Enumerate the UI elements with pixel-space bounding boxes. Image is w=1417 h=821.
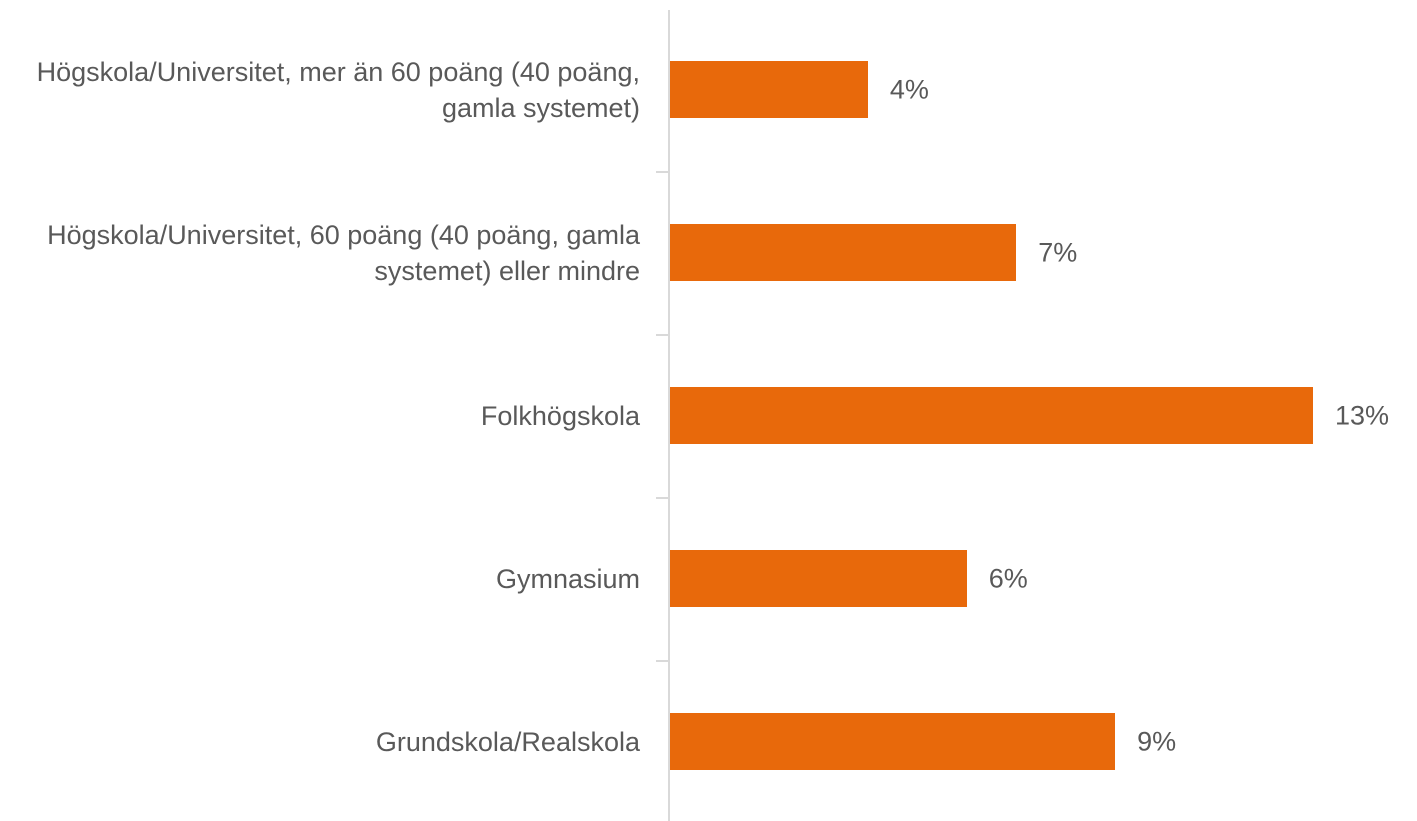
bar [670,550,967,607]
category-label: Högskola/Universitet, mer än 60 poäng (4… [36,56,640,123]
category-tick [656,660,669,662]
category-label: Folkhögskola [480,400,640,431]
value-label: 4% [889,74,929,104]
category-label: Högskola/Universitet, 60 poäng (40 poäng… [47,219,640,286]
value-label: 13% [1335,400,1390,430]
value-label: 7% [1038,237,1078,267]
category-tick [656,334,669,336]
category-axis [668,10,670,821]
bar [670,224,1017,281]
category-label: Gymnasium [495,563,640,594]
bar [670,61,868,118]
value-label: 9% [1137,726,1177,756]
value-label: 6% [988,563,1028,593]
category-tick [656,171,669,173]
category-label: Grundskola/Realskola [375,726,640,757]
category-tick [656,497,669,499]
bar [670,713,1116,770]
bar [670,387,1313,444]
